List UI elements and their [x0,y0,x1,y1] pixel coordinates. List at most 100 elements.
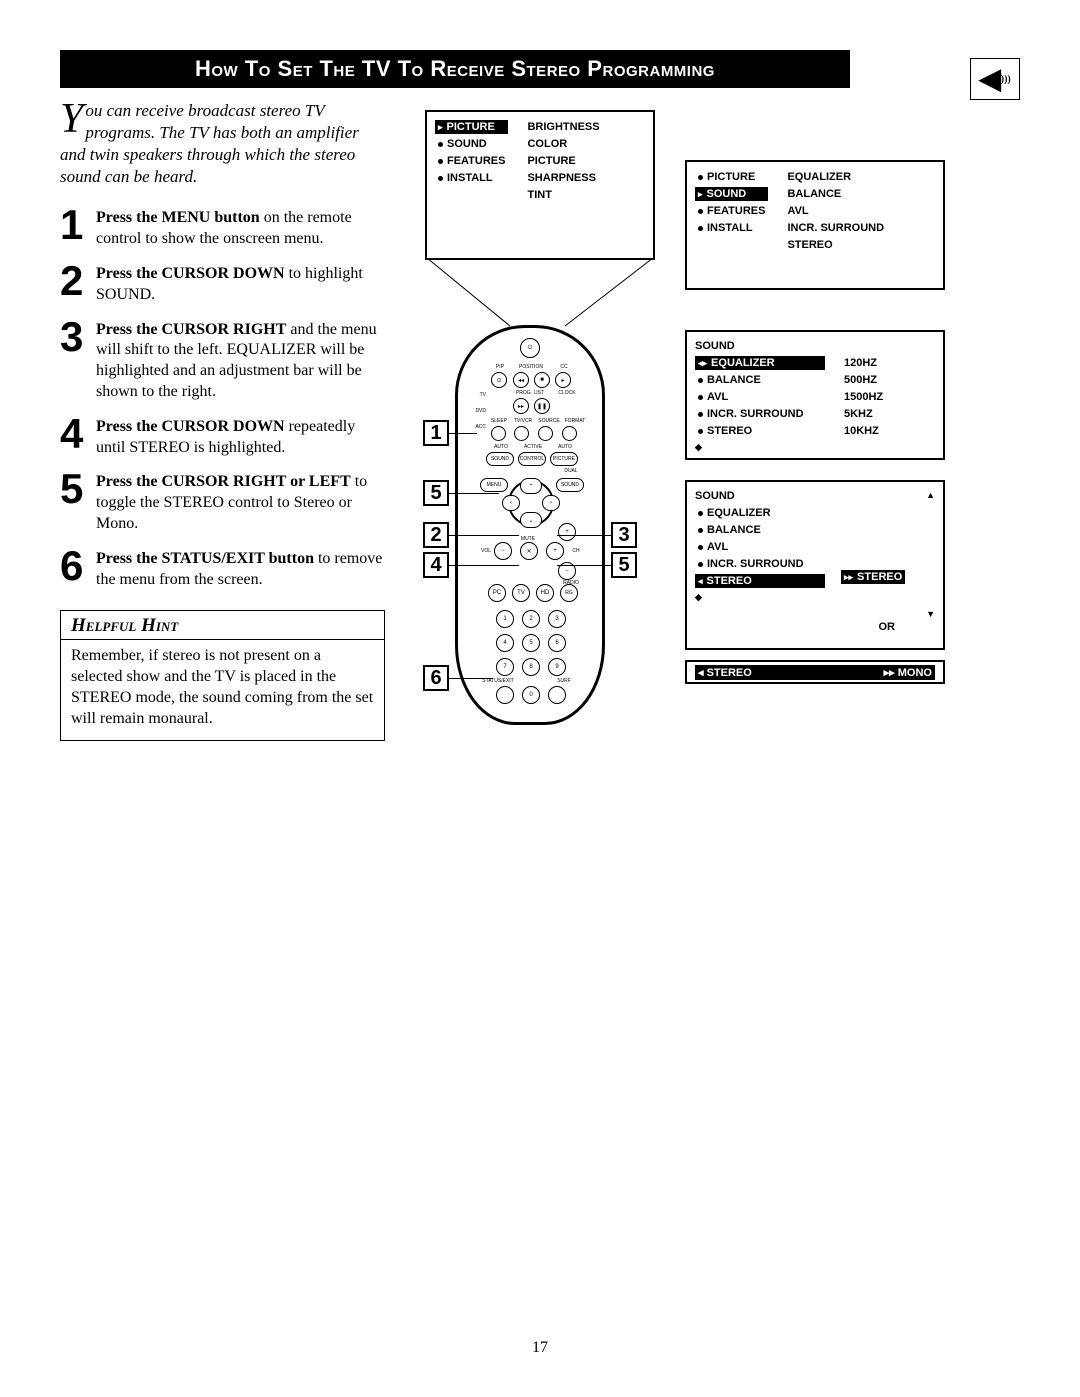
menu-button: MENU [480,478,508,492]
vol-label: VOL [476,548,496,554]
callout-5-left: 5 [423,480,449,506]
osd-menu-item: FEATURES [695,204,768,218]
osd-screen-picture: ▸PICTURESOUNDFEATURESINSTALL BRIGHTNESSC… [425,110,655,260]
mute-button: ✕ [520,542,538,560]
format-button [562,426,577,441]
osd-menu-item: BALANCE [695,373,825,387]
position-label: POSITION [516,364,546,370]
acc-label: ACC [466,424,486,430]
step-text: Press the CURSOR DOWN to highlight SOUND… [96,260,385,306]
hd-button: HD [536,584,554,602]
num-4-button: 4 [496,634,514,652]
sleep-button [491,426,506,441]
callout-5-right: 5 [611,552,637,578]
num-2-button: 2 [522,610,540,628]
source-label: SOURCE [536,418,562,424]
callout-2: 2 [423,522,449,548]
hint-title: Helpful Hint [61,611,384,640]
step-text: Press the CURSOR RIGHT and the menu will… [96,316,385,403]
dvd-label: DVD [466,408,486,414]
osd-value: 5KHZ [841,407,886,421]
osd-screen-sound: PICTURE▸SOUNDFEATURESINSTALL EQUALIZERBA… [685,160,945,290]
page-title: How To Set The TV To Receive Stereo Prog… [60,50,850,88]
tv-label: TV [466,392,486,398]
osd-menu-item: ◂STEREO [695,574,825,588]
osd-screen-equalizer: SOUND ◂▸EQUALIZERBALANCEAVLINCR. SURROUN… [685,330,945,460]
step-number: 3 [60,316,96,403]
pc-button: PC [488,584,506,602]
projection-lines [425,258,655,328]
osd-value: ▸▸ STEREO [841,570,905,584]
vol-up-button: + [546,542,564,560]
sound-button: SOUND [556,478,584,492]
auto-label-2: AUTO [552,444,578,450]
step-text: Press the CURSOR RIGHT or LEFT to toggle… [96,468,385,534]
callout-1: 1 [423,420,449,446]
num-5-button: 5 [522,634,540,652]
cursor-right-button: › [542,495,560,511]
osd-value: 500HZ [841,373,886,387]
stop-button: ■ [534,372,550,388]
pip-button: ⊙ [491,372,507,388]
osd-submenu-item: INCR. SURROUND [784,221,887,235]
ch-up-button: + [558,523,576,541]
source-button [538,426,553,441]
rew-button: ◂◂ [513,372,529,388]
osd-submenu-item: SHARPNESS [524,171,602,185]
step-number: 5 [60,468,96,534]
ff-button: ▸▸ [513,398,529,414]
auto-sound-button: SOUND [486,452,514,466]
active-label: ACTIVE [520,444,546,450]
osd-menu-item: SOUND [435,137,508,151]
osd-submenu-item: EQUALIZER [784,170,887,184]
dual-label: DUAL [558,468,584,474]
step-text: Press the CURSOR DOWN repeatedly until S… [96,413,385,459]
active-control-button: CONTROL [518,452,546,466]
surf-button [548,686,566,704]
osd-menu-item: EQUALIZER [695,506,825,520]
callout-4: 4 [423,552,449,578]
instruction-step: 6 Press the STATUS/EXIT button to remove… [60,545,385,591]
step-number: 6 [60,545,96,591]
step-number: 4 [60,413,96,459]
step-text: Press the MENU button on the remote cont… [96,204,385,250]
tvvcr-label: TV/VCR [510,418,536,424]
slider-icon: ◆ [695,591,825,603]
osd-screen-stereo: SOUND▲ EQUALIZERBALANCEAVLINCR. SURROUND… [685,480,945,650]
cursor-down-button: ⌄ [520,512,542,528]
osd-menu-item: AVL [695,390,825,404]
cursor-up-button: ⌃ [520,478,542,494]
page-number: 17 [532,1339,548,1357]
osd-menu-item: FEATURES [435,154,508,168]
instruction-step: 1 Press the MENU button on the remote co… [60,204,385,250]
cursor-left-button: ‹ [502,495,520,511]
intro-paragraph: You can receive broadcast stereo TV prog… [60,100,385,188]
osd-submenu-item: BALANCE [784,187,887,201]
cc-label: CC [554,364,574,370]
pip-label: PIP [488,364,512,370]
sleep-label: SLEEP [488,418,510,424]
osd-menu-item: AVL [695,540,825,554]
osd-value: 120HZ [841,356,886,370]
ch-label: CH [568,548,584,554]
surf-label: SURF [552,678,576,684]
osd-menu-item: STEREO [695,424,825,438]
osd-submenu-item: TINT [524,188,602,202]
rg-button: RG [560,584,578,602]
osd-menu-item: INCR. SURROUND [695,407,825,421]
step-number: 1 [60,204,96,250]
num-9-button: 9 [548,658,566,676]
osd-menu-item: INSTALL [695,221,768,235]
power-button: ⏻ [520,338,540,358]
pause-button: ❚❚ [534,398,550,414]
instruction-step: 2 Press the CURSOR DOWN to highlight SOU… [60,260,385,306]
osd-menu-item: INSTALL [435,171,508,185]
format-label: FORMAT [562,418,588,424]
proglist-label: PROG. LIST [510,390,550,396]
dropcap: Y [60,100,85,136]
callout-3: 3 [611,522,637,548]
instruction-step: 5 Press the CURSOR RIGHT or LEFT to togg… [60,468,385,534]
osd-value: 10KHZ [841,424,886,438]
vol-down-button: − [494,542,512,560]
auto-picture-button: PICTURE [550,452,578,466]
